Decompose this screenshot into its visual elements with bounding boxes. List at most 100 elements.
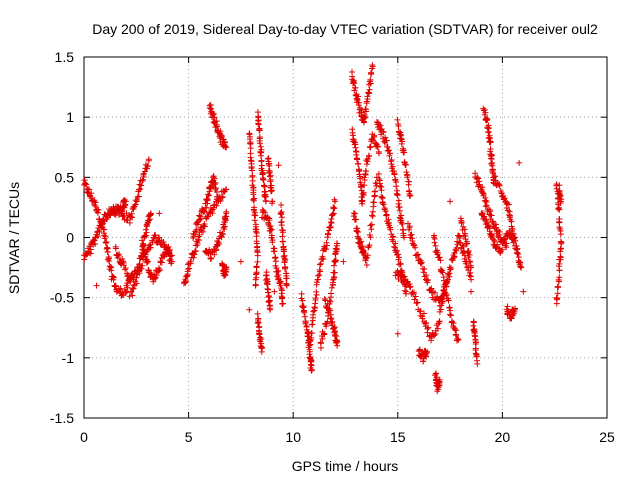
data-point [218, 194, 225, 201]
data-point [210, 111, 217, 118]
data-point [437, 257, 444, 264]
data-point [509, 226, 516, 233]
data-point [255, 319, 262, 326]
data-point [419, 315, 426, 322]
data-point [129, 214, 136, 221]
data-point [406, 224, 413, 231]
data-point [468, 264, 475, 271]
data-point [468, 276, 475, 283]
data-point [362, 257, 369, 264]
data-point [389, 163, 396, 170]
data-point [223, 210, 230, 217]
data-point [458, 217, 465, 224]
data-point [351, 138, 358, 145]
data-point [219, 261, 226, 268]
data-point [256, 134, 263, 141]
data-point [222, 217, 229, 224]
data-point [483, 202, 490, 209]
y-tick-label: 0 [66, 230, 74, 246]
data-point [494, 241, 501, 248]
data-point [196, 212, 203, 219]
data-point [434, 325, 441, 332]
data-point [200, 228, 207, 235]
data-point [370, 137, 377, 144]
data-point [556, 182, 563, 189]
data-point [211, 181, 218, 188]
data-point [458, 219, 465, 226]
data-point [351, 210, 358, 217]
data-point [101, 226, 108, 233]
data-point [420, 269, 427, 276]
data-point [409, 235, 416, 242]
data-point [368, 71, 375, 78]
data-point [392, 176, 399, 183]
data-point [156, 210, 163, 217]
data-point [367, 144, 374, 151]
data-point [376, 121, 383, 128]
data-point [359, 190, 366, 197]
data-point [352, 144, 359, 151]
data-point [94, 209, 101, 216]
data-point [358, 183, 365, 190]
data-point [375, 150, 382, 157]
data-point [265, 289, 272, 296]
data-point [364, 93, 371, 100]
data-point [109, 273, 116, 280]
data-point [137, 185, 144, 192]
data-point [312, 295, 319, 302]
data-point [411, 296, 418, 303]
data-point [485, 129, 492, 136]
data-point [261, 183, 268, 190]
data-point [152, 275, 159, 282]
data-point [332, 245, 339, 252]
data-point [279, 238, 286, 245]
data-point [93, 282, 100, 289]
data-point [256, 127, 263, 134]
data-point [201, 223, 208, 230]
data-point [401, 234, 408, 241]
data-point [446, 304, 453, 311]
data-point [482, 109, 489, 116]
data-point [447, 312, 454, 319]
data-point [320, 256, 327, 263]
data-point [557, 248, 564, 255]
data-point [363, 100, 370, 107]
data-point [264, 275, 271, 282]
data-point [212, 179, 219, 186]
data-point [124, 284, 131, 291]
x-tick-label: 20 [495, 429, 511, 445]
data-point [139, 262, 146, 269]
data-point [387, 226, 394, 233]
data-point [252, 282, 259, 289]
data-point [94, 233, 101, 240]
data-point [466, 258, 473, 265]
data-point [112, 282, 119, 289]
data-point [356, 168, 363, 175]
data-point [81, 177, 88, 184]
data-point [327, 311, 334, 318]
data-point [329, 276, 336, 283]
data-point [265, 158, 272, 165]
data-point [268, 226, 275, 233]
data-point [382, 208, 389, 215]
x-tick-label: 0 [80, 429, 88, 445]
data-point [517, 263, 524, 270]
data-point [515, 251, 522, 258]
data-point [327, 224, 334, 231]
data-point [324, 230, 331, 237]
data-point [500, 239, 507, 246]
data-point [406, 284, 413, 291]
data-point [424, 279, 431, 286]
data-point [301, 313, 308, 320]
data-point [129, 292, 136, 299]
data-point [141, 250, 148, 257]
data-point [269, 198, 276, 205]
data-point [146, 216, 153, 223]
data-point [369, 63, 376, 70]
data-point [221, 226, 228, 233]
data-point [142, 249, 149, 256]
data-point [136, 186, 143, 193]
data-point [160, 238, 167, 245]
data-point [282, 256, 289, 263]
data-point [475, 175, 482, 182]
